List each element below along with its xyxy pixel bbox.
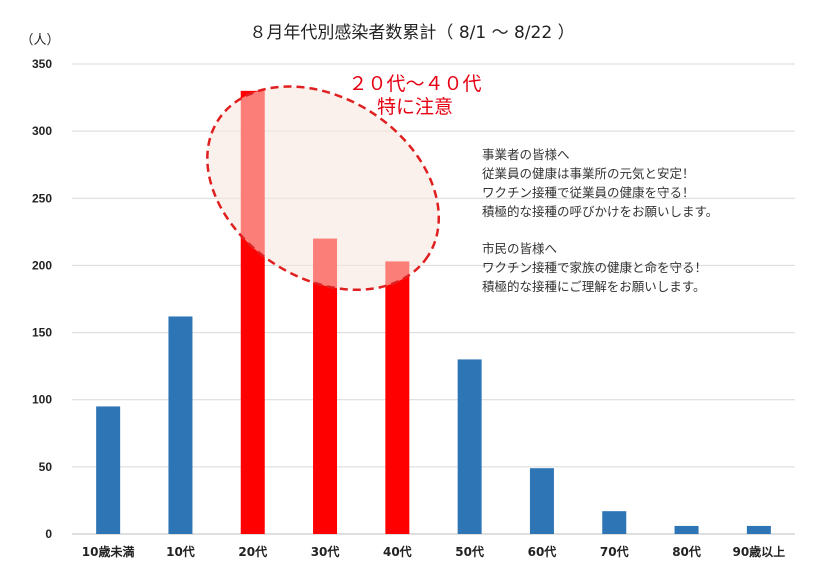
x-tick-label: 50代 (455, 544, 484, 559)
bar-5 (457, 359, 482, 534)
y-axis-ticks: 0 50 100 150 200 250 300 350 (32, 57, 52, 541)
x-tick-label: 10歳未満 (82, 544, 135, 559)
bar-1 (168, 316, 193, 534)
y-tick-label: 150 (32, 326, 52, 340)
y-tick-label: 0 (45, 527, 52, 541)
y-tick-label: 350 (32, 57, 52, 71)
bar-7 (602, 511, 627, 534)
x-tick-label: 60代 (528, 544, 557, 559)
y-tick-label: 200 (32, 258, 52, 272)
x-tick-label: 90歳以上 (732, 544, 785, 559)
message-line: 積極的な接種にご理解をお願いします。 (482, 279, 706, 294)
callout-line-2: 特に注意 (377, 96, 453, 118)
x-tick-label: 30代 (311, 544, 340, 559)
x-axis-ticks: 10歳未満 10代 20代 30代 40代 50代 60代 70代 80代 90歳以上 (82, 544, 785, 559)
message-line: ワクチン接種で家族の健康と命を守る！ (482, 260, 707, 275)
y-tick-label: 250 (32, 191, 52, 205)
x-tick-label: 40代 (383, 544, 412, 559)
message-heading-citizens: 市民の皆様へ (482, 241, 557, 256)
x-tick-label: 10代 (166, 544, 195, 559)
message-heading-business: 事業者の皆様へ (482, 147, 570, 162)
message-line: ワクチン接種で従業員の健康を守る！ (482, 185, 695, 200)
y-tick-label: 300 (32, 124, 52, 138)
x-tick-label: 20代 (238, 544, 267, 559)
highlight-ellipse (206, 85, 441, 292)
bars (96, 90, 771, 535)
bar-4 (385, 261, 410, 534)
y-tick-label: 50 (39, 460, 53, 474)
message-block: 事業者の皆様へ 従業員の健康は事業所の元気と安定！ ワクチン接種で従業員の健康を… (482, 147, 718, 294)
bar-9 (746, 525, 771, 534)
bar-0 (96, 406, 121, 534)
bar-6 (529, 468, 554, 534)
x-tick-label: 80代 (672, 544, 701, 559)
callout-line-1: ２０代〜４０代 (348, 73, 481, 95)
y-tick-label: 100 (32, 393, 52, 407)
message-line: 従業員の健康は事業所の元気と安定！ (482, 166, 695, 181)
y-axis-unit-label: （人） (20, 33, 59, 48)
bar-8 (674, 525, 699, 534)
chart-title: ８月年代別感染者数累計（ 8/1 〜 8/22 ） (249, 23, 574, 43)
message-line: 積極的な接種の呼びかけをお願いします。 (482, 204, 718, 219)
x-tick-label: 70代 (600, 544, 629, 559)
